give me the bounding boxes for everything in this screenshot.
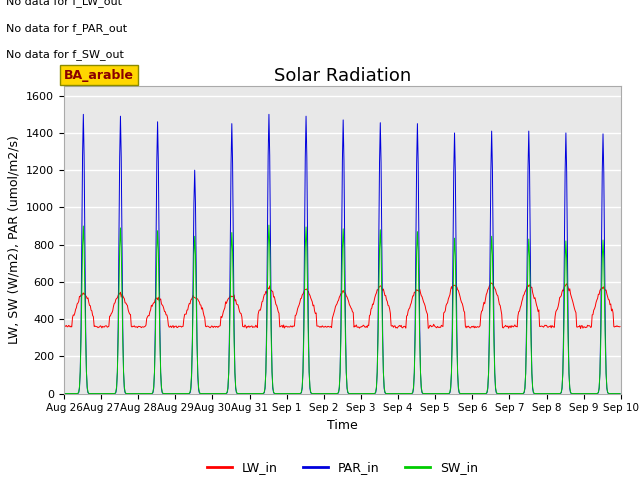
SW_in: [60, 391, 68, 396]
SW_in: [70, 391, 78, 396]
LW_in: [577, 325, 584, 331]
Line: LW_in: LW_in: [64, 283, 620, 328]
Text: BA_arable: BA_arable: [64, 69, 134, 82]
Y-axis label: LW, SW (W/m2), PAR (umol/m2/s): LW, SW (W/m2), PAR (umol/m2/s): [8, 135, 20, 345]
Line: PAR_in: PAR_in: [64, 114, 620, 394]
LW_in: [616, 324, 624, 329]
Text: No data for f_SW_out: No data for f_SW_out: [6, 49, 124, 60]
LW_in: [127, 324, 135, 329]
PAR_in: [616, 391, 624, 396]
PAR_in: [410, 370, 418, 375]
Text: No data for f_PAR_out: No data for f_PAR_out: [6, 23, 127, 34]
Line: SW_in: SW_in: [64, 225, 620, 394]
LW_in: [70, 312, 78, 318]
PAR_in: [427, 391, 435, 396]
PAR_in: [79, 111, 87, 117]
SW_in: [616, 391, 624, 396]
X-axis label: Time: Time: [327, 419, 358, 432]
Legend: LW_in, PAR_in, SW_in: LW_in, PAR_in, SW_in: [202, 456, 483, 480]
LW_in: [410, 293, 417, 299]
PAR_in: [185, 391, 193, 396]
LW_in: [60, 324, 68, 329]
SW_in: [427, 391, 435, 396]
PAR_in: [70, 391, 78, 396]
PAR_in: [128, 391, 136, 396]
Text: No data for f_LW_out: No data for f_LW_out: [6, 0, 122, 7]
PAR_in: [60, 391, 68, 396]
SW_in: [184, 391, 191, 396]
LW_in: [426, 323, 434, 328]
SW_in: [265, 222, 273, 228]
LW_in: [213, 324, 221, 329]
SW_in: [410, 370, 418, 375]
LW_in: [184, 307, 191, 313]
SW_in: [213, 391, 221, 396]
Title: Solar Radiation: Solar Radiation: [274, 67, 411, 85]
SW_in: [127, 391, 135, 396]
LW_in: [487, 280, 495, 286]
PAR_in: [214, 391, 221, 396]
